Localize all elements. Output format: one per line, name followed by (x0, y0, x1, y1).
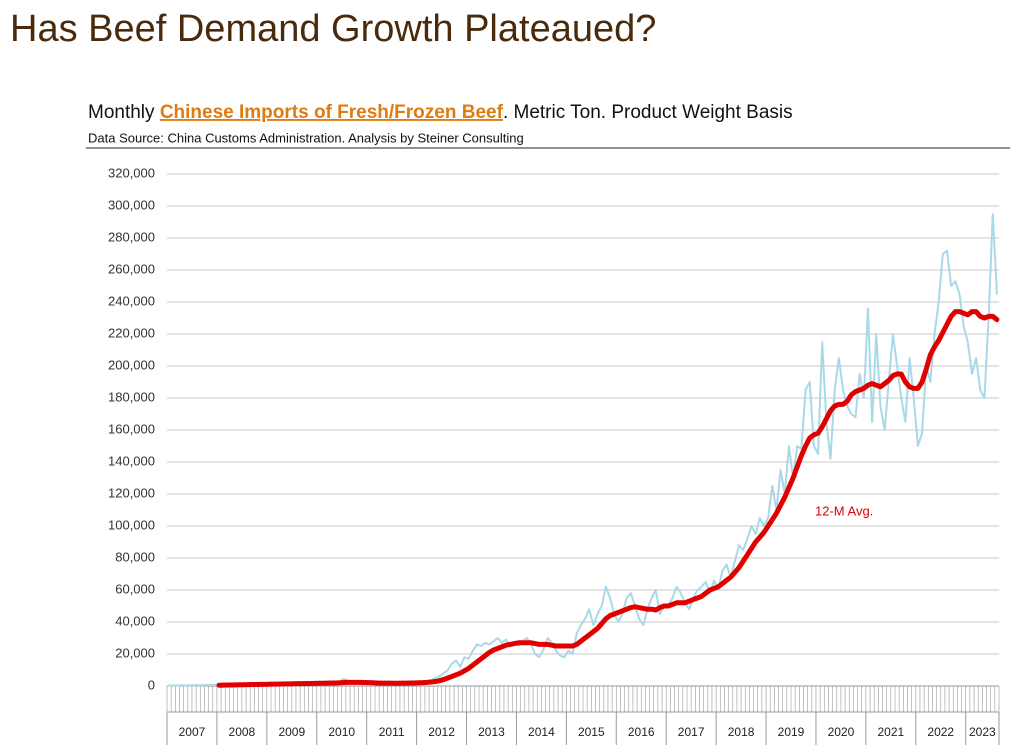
x-tick-label: 2017 (678, 725, 705, 739)
y-tick-label: 260,000 (108, 261, 155, 276)
y-tick-label: 200,000 (108, 357, 155, 372)
y-tick-label: 0 (148, 677, 155, 692)
chart-subtitle: Monthly Chinese Imports of Fresh/Frozen … (88, 102, 793, 123)
y-tick-label: 60,000 (115, 581, 155, 596)
y-tick-label: 100,000 (108, 517, 155, 532)
x-tick-label: 2023 (969, 725, 996, 739)
x-tick-label: 2021 (877, 725, 904, 739)
x-tick-label: 2022 (927, 725, 954, 739)
y-tick-label: 40,000 (115, 613, 155, 628)
x-tick-label: 2018 (728, 725, 755, 739)
y-tick-label: 20,000 (115, 645, 155, 660)
x-tick-label: 2007 (179, 725, 206, 739)
y-tick-label: 220,000 (108, 325, 155, 340)
y-tick-label: 180,000 (108, 389, 155, 404)
subtitle-text: Monthly (88, 102, 160, 123)
data-source: Data Source: China Customs Administratio… (88, 130, 524, 145)
y-tick-label: 80,000 (115, 549, 155, 564)
x-tick-label: 2016 (628, 725, 655, 739)
x-tick-label: 2012 (428, 725, 455, 739)
x-tick-label: 2014 (528, 725, 555, 739)
x-tick-label: 2010 (328, 725, 355, 739)
y-tick-label: 280,000 (108, 229, 155, 244)
average-line (216, 309, 1000, 688)
x-tick-label: 2020 (828, 725, 855, 739)
x-tick-label: 2015 (578, 725, 605, 739)
annotation: 12-M Avg. (815, 503, 873, 518)
y-tick-label: 300,000 (108, 197, 155, 212)
y-tick-label: 240,000 (108, 293, 155, 308)
monthly-line (168, 213, 998, 687)
y-tick-label: 320,000 (108, 165, 155, 180)
x-tick-label: 2019 (778, 725, 805, 739)
x-tick-label: 2009 (278, 725, 305, 739)
x-tick-label: 2008 (229, 725, 256, 739)
x-tick-label: 2013 (478, 725, 505, 739)
y-tick-label: 120,000 (108, 485, 155, 500)
subtitle-link: Chinese Imports of Fresh/Frozen Beef (160, 102, 504, 123)
page-title: Has Beef Demand Growth Plateaued? (10, 8, 656, 50)
y-tick-label: 160,000 (108, 421, 155, 436)
subtitle-text: . Metric Ton. Product Weight Basis (503, 102, 793, 123)
y-tick-label: 140,000 (108, 453, 155, 468)
x-tick-label: 2011 (379, 725, 405, 739)
